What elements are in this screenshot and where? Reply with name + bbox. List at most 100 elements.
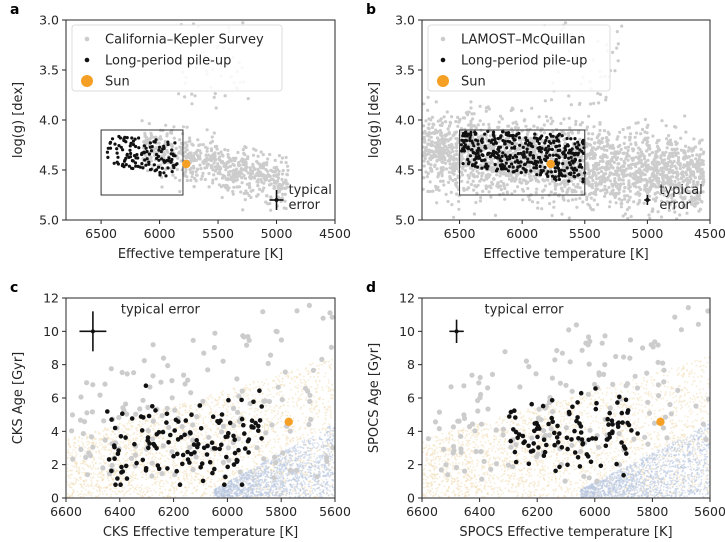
survey-point xyxy=(274,174,278,178)
survey-point xyxy=(699,147,703,151)
pileup-point xyxy=(555,160,559,164)
model-point xyxy=(260,381,263,384)
survey-point xyxy=(249,171,253,175)
survey-point xyxy=(460,179,464,183)
model-point xyxy=(305,397,308,400)
survey-point xyxy=(448,166,452,170)
survey-point xyxy=(461,116,465,120)
model-point xyxy=(217,470,220,472)
model-point xyxy=(138,443,141,446)
pileup-point xyxy=(147,160,151,164)
survey-point xyxy=(185,148,189,152)
pileup-point xyxy=(547,140,551,144)
survey-point xyxy=(584,181,589,185)
legend-marker xyxy=(84,36,90,42)
model-point xyxy=(328,405,331,408)
survey-point xyxy=(440,137,444,141)
survey-point xyxy=(567,134,571,138)
survey-point xyxy=(619,165,624,169)
survey-point xyxy=(613,195,617,200)
model-point xyxy=(303,375,305,378)
legend-entry: Long-period pile-up xyxy=(461,54,587,69)
model-point xyxy=(95,473,97,476)
model-point xyxy=(277,412,279,415)
model-point xyxy=(99,488,101,491)
survey-point xyxy=(147,122,151,126)
survey-point xyxy=(670,193,674,197)
model-point xyxy=(304,380,306,383)
survey-point xyxy=(618,184,622,188)
survey-point xyxy=(550,179,555,183)
survey-point xyxy=(590,182,595,186)
model-point xyxy=(282,394,284,397)
survey-point xyxy=(638,154,642,158)
survey-point xyxy=(599,169,604,174)
survey-point xyxy=(543,99,547,103)
survey-point xyxy=(694,185,699,189)
model-point xyxy=(121,486,124,489)
survey-point xyxy=(550,213,554,218)
survey-point xyxy=(541,155,545,159)
pileup-point xyxy=(539,160,544,164)
survey-point xyxy=(468,166,473,170)
model-point xyxy=(300,398,302,401)
survey-point xyxy=(259,178,263,182)
model-point xyxy=(172,465,175,468)
model-point xyxy=(126,490,128,493)
survey-point xyxy=(617,176,621,180)
pileup-point xyxy=(160,157,164,161)
survey-point xyxy=(448,177,452,181)
survey-point xyxy=(486,105,490,109)
pileup-point xyxy=(167,159,171,163)
model-point xyxy=(288,458,291,461)
pileup-point xyxy=(510,162,514,166)
survey-point xyxy=(285,172,289,176)
survey-point xyxy=(241,168,246,172)
survey-point xyxy=(198,154,202,158)
model-point xyxy=(304,419,307,422)
model-point xyxy=(238,406,240,409)
survey-point xyxy=(571,164,575,168)
pileup-point xyxy=(164,174,168,178)
pileup-point xyxy=(521,153,525,157)
model-point xyxy=(218,452,221,455)
pileup-point xyxy=(556,163,560,167)
model-point xyxy=(143,442,146,444)
model-point xyxy=(135,439,138,442)
survey-point xyxy=(257,162,262,166)
survey-point xyxy=(657,160,661,164)
pileup-point xyxy=(476,142,480,146)
survey-point xyxy=(461,157,465,161)
survey-point xyxy=(436,151,440,155)
pileup-point xyxy=(544,158,548,163)
survey-point xyxy=(286,168,290,172)
survey-point xyxy=(222,161,226,165)
model-point xyxy=(157,423,160,426)
model-point xyxy=(308,408,311,410)
survey-point xyxy=(576,185,580,189)
model-point xyxy=(85,479,88,482)
pileup-point xyxy=(475,149,479,153)
survey-point xyxy=(242,191,246,196)
model-point xyxy=(149,453,152,455)
pileup-point xyxy=(572,171,576,175)
survey-point xyxy=(697,209,701,213)
pileup-point xyxy=(175,162,179,166)
survey-point xyxy=(669,175,673,179)
survey-point xyxy=(455,192,459,196)
survey-point xyxy=(489,147,493,151)
model-point xyxy=(140,438,143,440)
model-point xyxy=(188,409,191,412)
survey-point xyxy=(171,173,175,177)
pileup-point xyxy=(554,157,558,162)
survey-point xyxy=(559,186,564,190)
survey-point xyxy=(503,186,507,191)
survey-point xyxy=(607,167,611,171)
model-point xyxy=(254,461,256,464)
model-point xyxy=(232,456,235,459)
survey-point xyxy=(194,151,198,155)
model-point xyxy=(161,454,163,456)
survey-point xyxy=(211,168,215,172)
model-point xyxy=(273,438,276,440)
